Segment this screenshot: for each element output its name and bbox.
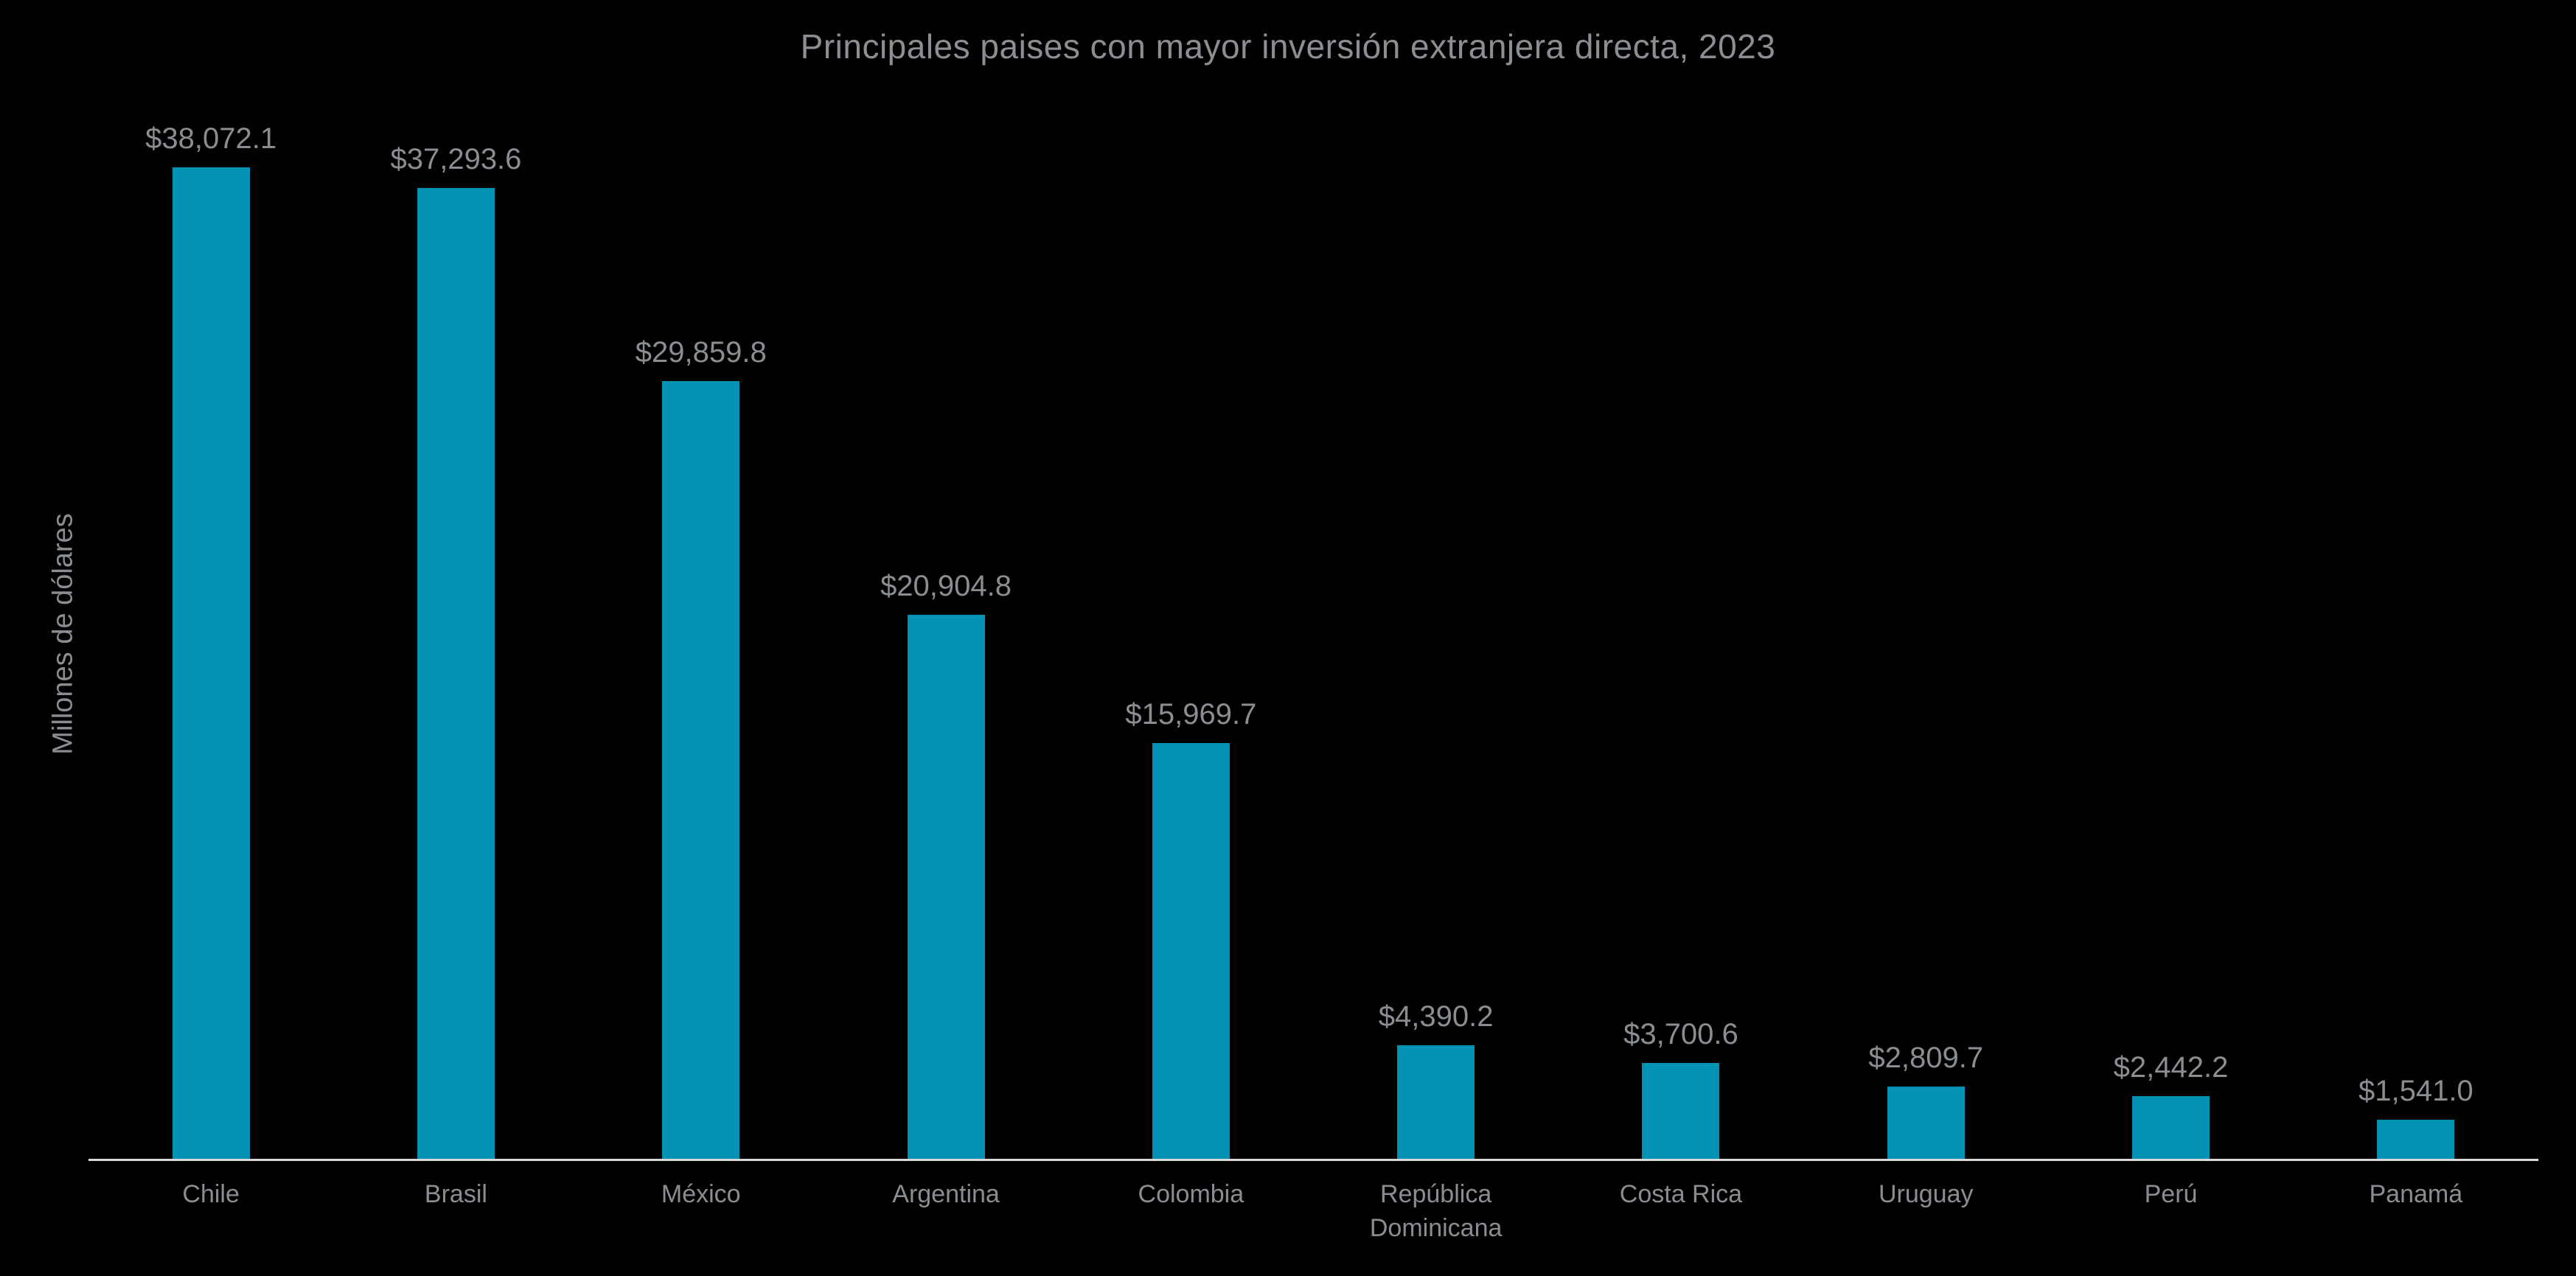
bar [2132,1095,2210,1160]
category-label: Chile [182,1180,240,1208]
bar-column: $3,700.6 [1559,0,1803,1160]
bar [1642,1063,1720,1160]
category-label: Panamá [2369,1180,2463,1208]
bar-column: $2,442.2 [2048,0,2293,1160]
category-label: Costa Rica [1619,1180,1743,1208]
bar [662,381,740,1160]
bar-column: $4,390.2 [1313,0,1558,1160]
bar-value-label: $15,969.7 [1125,698,1257,731]
bar-column: $20,904.8 [824,0,1068,1160]
bar-value-label: $2,809.7 [1868,1041,1984,1074]
category-label: Colombia [1138,1180,1245,1208]
category-label: República Dominicana [1369,1180,1503,1242]
bar-value-label: $2,442.2 [2113,1050,2229,1084]
bar-value-label: $37,293.6 [390,142,522,175]
bar-value-label: $3,700.6 [1623,1018,1738,1051]
bar [907,614,985,1160]
y-axis-title: Millones de dólares [47,513,79,755]
bar-value-label: $38,072.1 [145,122,277,155]
bar-value-label: $29,859.8 [635,336,767,369]
bar [2377,1119,2455,1160]
bar-value-label: $1,541.0 [2358,1074,2474,1107]
bar-column: $15,969.7 [1068,0,1313,1160]
category-label: Perú [2144,1180,2198,1208]
x-axis-line [88,1159,2538,1161]
bar-column: $37,293.6 [333,0,578,1160]
bar [172,167,250,1160]
bar-column: $2,809.7 [1803,0,2048,1160]
category-label: México [661,1180,741,1208]
bar-column: $1,541.0 [2294,0,2538,1160]
bar-column: $38,072.1 [88,0,333,1160]
bar [1397,1045,1475,1160]
bar [1152,743,1230,1160]
category-label: Brasil [424,1180,487,1208]
bar [417,187,495,1160]
category-label: Uruguay [1878,1180,1974,1208]
x-axis-category-labels: Chile Brasil México Argentina Colombia Repúbl… [88,1178,2538,1246]
plot-area: $38,072.1 $37,293.6 $29,859.8 $20,904.8 $15,… [88,0,2538,1160]
chart-title: Principales paises con mayor inversión e… [800,27,1776,66]
bar-value-label: $20,904.8 [880,569,1012,602]
category-label: Argentina [892,1180,1000,1208]
bar-value-label: $4,390.2 [1378,1000,1494,1033]
bar-column: $29,859.8 [579,0,824,1160]
bar [1887,1086,1965,1160]
